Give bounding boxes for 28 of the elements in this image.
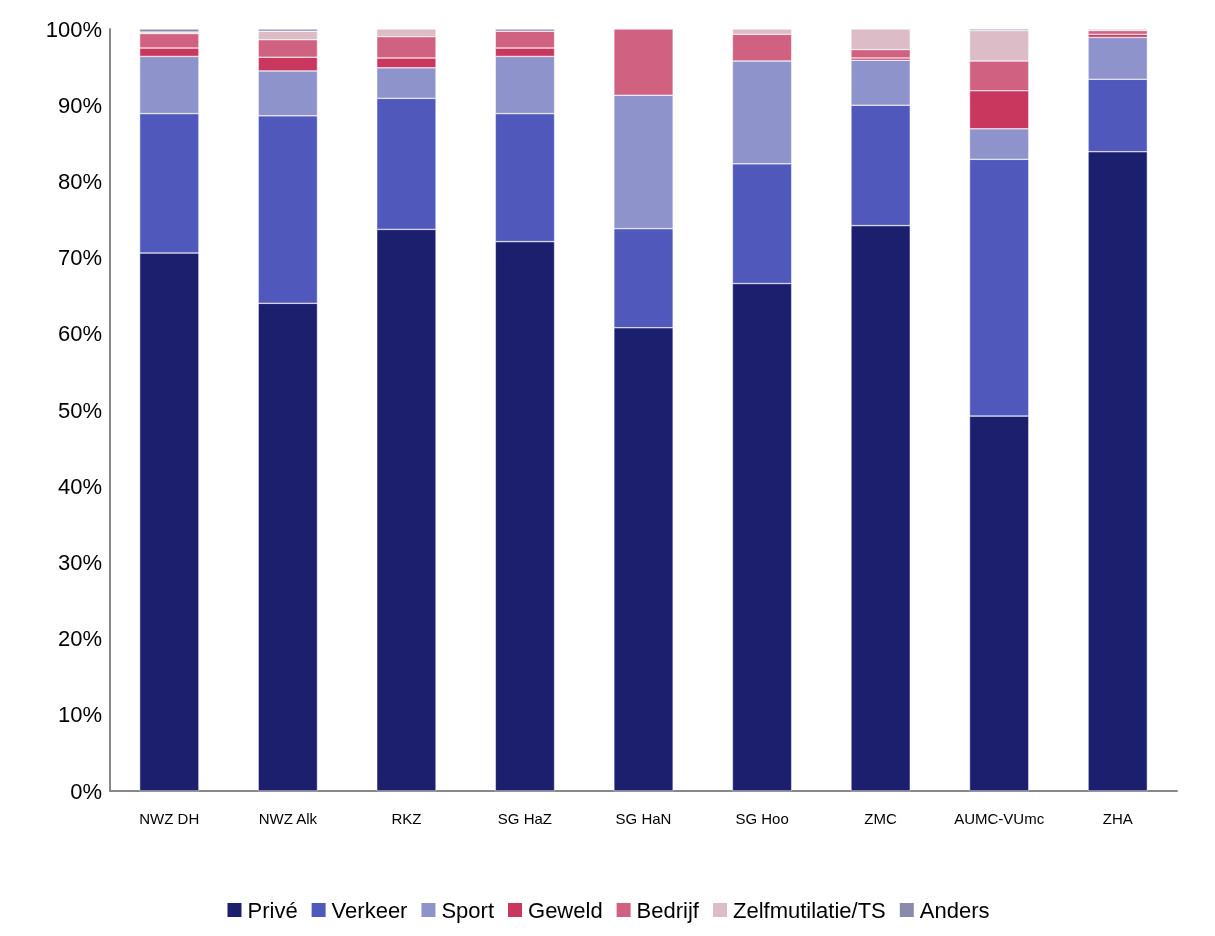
x-tick-label: SG HaN bbox=[615, 810, 672, 827]
y-tick-label: 50% bbox=[57, 397, 102, 423]
x-tick-label: ZMC bbox=[864, 810, 898, 827]
x-tick-label: RKZ bbox=[391, 810, 422, 827]
y-tick-label: 90% bbox=[57, 92, 102, 118]
y-tick-label: 80% bbox=[57, 168, 102, 194]
legend-label: Zelfmutilatie/TS bbox=[732, 897, 886, 923]
x-tick-label: NWZ DH bbox=[139, 810, 200, 827]
y-tick-label: 40% bbox=[57, 473, 102, 499]
legend-label: Privé bbox=[247, 897, 298, 923]
legend-label: Verkeer bbox=[331, 897, 408, 923]
x-tick-label: NWZ Alk bbox=[258, 810, 318, 827]
x-tick-label: ZHA bbox=[1102, 810, 1133, 827]
bar bbox=[1088, 30, 1148, 35]
y-tick-label: 30% bbox=[57, 549, 102, 575]
y-tick-label: 70% bbox=[57, 245, 102, 271]
x-tick-label: SG Hoo bbox=[735, 810, 789, 827]
y-tick-label: 10% bbox=[57, 702, 102, 728]
x-tick-label: AUMC-VUmc bbox=[954, 810, 1045, 827]
x-tick-label: SG HaZ bbox=[497, 810, 553, 827]
y-tick-label: 100% bbox=[45, 16, 102, 42]
y-tick-label: 0% bbox=[70, 778, 102, 804]
y-tick-label: 20% bbox=[57, 626, 102, 652]
legend-label: Bedrijf bbox=[636, 897, 700, 923]
legend-label: Anders bbox=[919, 897, 990, 923]
legend-label: Geweld bbox=[528, 897, 603, 923]
y-tick-label: 60% bbox=[57, 321, 102, 347]
legend-label: Sport bbox=[441, 897, 495, 923]
